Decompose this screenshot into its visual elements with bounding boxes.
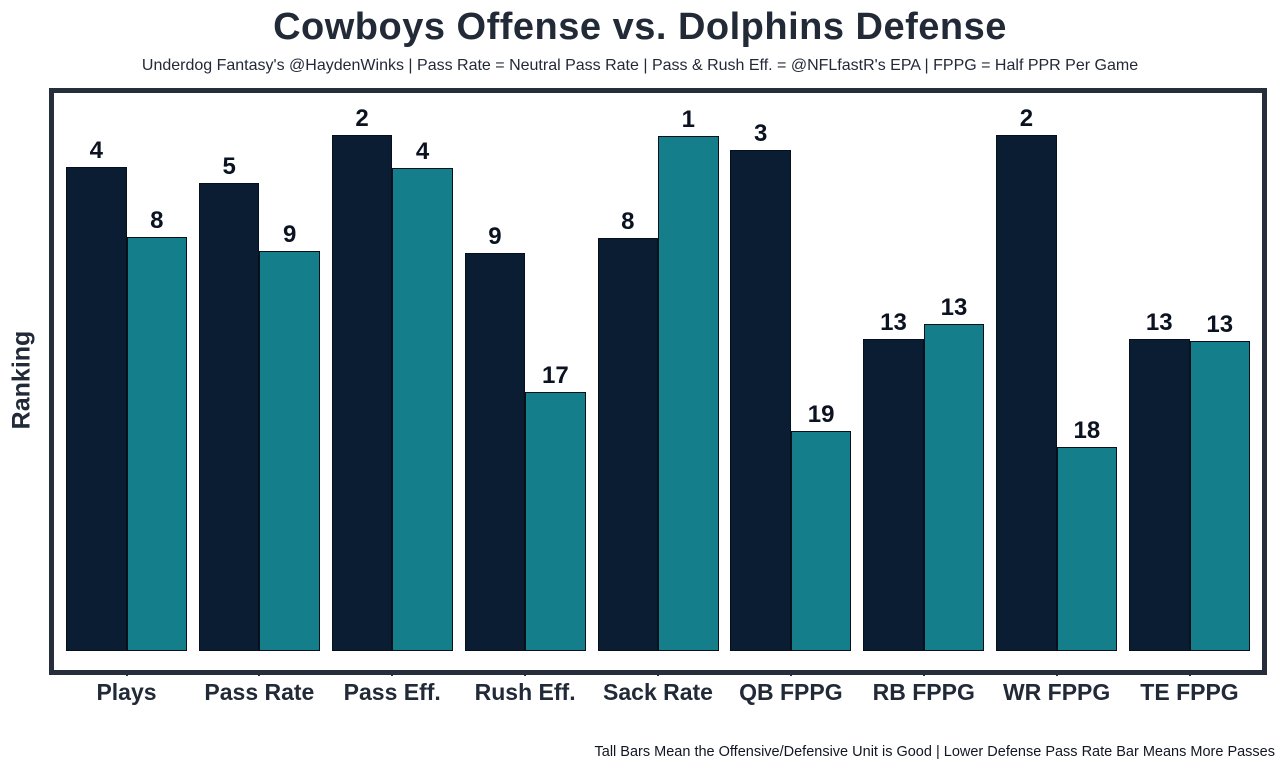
x-axis-tick <box>657 670 659 676</box>
defense-bar <box>923 324 985 651</box>
defense-bar-col: 4 <box>392 137 453 651</box>
bar-group: 9 17 <box>464 222 586 651</box>
defense-bar-col: 18 <box>1056 416 1118 651</box>
x-axis-tick <box>258 670 261 676</box>
chart-title: Cowboys Offense vs. Dolphins Defense <box>273 6 1007 48</box>
bar-rank-label: 17 <box>542 361 569 389</box>
offense-bar <box>597 237 658 651</box>
x-axis-tick <box>524 670 527 676</box>
offense-bar <box>996 135 1057 651</box>
x-axis-category-label: Pass Rate <box>204 679 315 705</box>
x-axis-category-label: Sack Rate <box>603 679 713 705</box>
offense-bar-col: 13 <box>1129 308 1190 651</box>
bar-rank-label: 3 <box>753 120 768 148</box>
x-axis-category-label: Rush Eff. <box>474 679 576 705</box>
defense-bar <box>259 251 320 651</box>
defense-bar-col: 8 <box>126 206 187 651</box>
bar-rank-label: 5 <box>222 152 236 180</box>
footnote-caption: Tall Bars Mean the Offensive/Defensive U… <box>594 744 1275 760</box>
x-axis-category-label: Pass Eff. <box>343 679 441 705</box>
offense-bar-col: 3 <box>730 122 791 651</box>
bar-rank-label: 9 <box>282 221 297 249</box>
offense-bar-col: 2 <box>331 105 393 651</box>
offense-bar <box>331 135 393 651</box>
x-axis-cell: RB FPPG <box>863 670 984 706</box>
bar-group: 2 18 <box>996 107 1118 651</box>
defense-bar-col: 13 <box>1189 310 1250 651</box>
offense-bar <box>863 339 924 651</box>
offense-bar <box>1129 338 1190 651</box>
offense-bar <box>730 150 791 651</box>
bar-rank-label: 9 <box>488 222 502 250</box>
bar-rank-label: 4 <box>89 136 103 164</box>
x-axis-cell: Pass Rate <box>199 670 320 706</box>
x-axis-tick <box>922 670 925 676</box>
bar-rank-label: 13 <box>880 309 907 337</box>
defense-bar-col: 13 <box>923 294 985 651</box>
bar-group: 13 13 <box>863 294 985 651</box>
x-axis-tick <box>391 670 394 676</box>
bar-rank-label: 2 <box>355 105 369 133</box>
defense-bar <box>126 236 187 651</box>
bar-rank-label: 8 <box>150 206 164 234</box>
offense-bar-col: 5 <box>198 152 260 651</box>
bar-group: 3 19 <box>730 122 852 651</box>
bar-rank-label: 18 <box>1073 416 1101 444</box>
bars-area: 4 8 5 9 2 4 9 17 8 1 3 19 13 13 2 18 13 13 <box>54 93 1262 651</box>
bar-rank-label: 13 <box>1206 310 1234 338</box>
offense-bar-col: 4 <box>66 136 127 651</box>
x-axis-tick <box>125 670 128 676</box>
x-axis-tick <box>1188 670 1191 676</box>
bar-group: 13 13 <box>1129 308 1250 651</box>
bar-rank-label: 13 <box>940 294 968 322</box>
defense-bar <box>525 391 586 651</box>
defense-bar-col: 9 <box>259 223 320 651</box>
defense-bar-col: 19 <box>790 401 852 651</box>
chart-subtitle: Underdog Fantasy's @HaydenWinks | Pass R… <box>141 57 1139 74</box>
defense-bar <box>658 135 719 651</box>
defense-bar-col: 17 <box>525 361 586 651</box>
offense-bar-col: 8 <box>597 207 658 651</box>
x-axis: Plays Pass Rate Pass Eff. Rush Eff. Sack Rat… <box>54 670 1262 706</box>
x-axis-category-label: RB FPPG <box>872 679 975 705</box>
offense-bar <box>198 182 260 651</box>
y-axis-label: Ranking <box>7 330 36 430</box>
bar-rank-label: 13 <box>1145 308 1173 336</box>
x-axis-tick <box>789 670 792 676</box>
x-axis-cell: Plays <box>66 670 187 706</box>
x-axis-category-label: TE FPPG <box>1140 679 1239 705</box>
defense-bar <box>1189 340 1250 651</box>
bar-rank-label: 4 <box>415 137 430 165</box>
bar-rank-label: 1 <box>681 105 695 133</box>
x-axis-tick <box>1055 670 1058 676</box>
x-axis-category-label: QB FPPG <box>739 679 843 705</box>
x-axis-cell: QB FPPG <box>730 670 851 706</box>
plot-area: 4 8 5 9 2 4 9 17 8 1 3 19 13 13 2 18 13 13 Plays Pass Rate… <box>49 88 1267 705</box>
x-axis-category-label: Plays <box>96 679 157 705</box>
x-axis-cell: Pass Eff. <box>332 670 453 706</box>
offense-bar-col: 2 <box>996 107 1057 651</box>
offense-bar <box>66 166 127 651</box>
bar-rank-label: 2 <box>1019 105 1034 133</box>
offense-bar <box>464 252 526 651</box>
bar-rank-label: 8 <box>621 207 635 235</box>
x-axis-cell: Rush Eff. <box>465 670 586 706</box>
defense-bar <box>392 167 453 651</box>
x-axis-cell: TE FPPG <box>1129 670 1250 706</box>
bar-rank-label: 19 <box>807 401 835 429</box>
defense-bar-col: 1 <box>658 105 719 651</box>
defense-bar <box>1056 446 1118 651</box>
x-axis-category-label: WR FPPG <box>1002 679 1111 705</box>
offense-bar-col: 9 <box>464 222 526 651</box>
x-axis-cell: Sack Rate <box>598 670 719 706</box>
offense-bar-col: 13 <box>863 311 924 651</box>
defense-bar <box>790 431 852 651</box>
x-axis-cell: WR FPPG <box>996 670 1117 706</box>
